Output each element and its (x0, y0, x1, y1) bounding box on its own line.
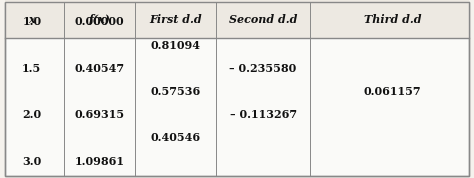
Text: 0.40546: 0.40546 (150, 132, 201, 143)
Text: x: x (28, 14, 35, 25)
Text: 0.00000: 0.00000 (75, 16, 124, 27)
Text: 3.0: 3.0 (22, 156, 41, 167)
Text: Third d.d: Third d.d (364, 14, 421, 25)
Text: f(x): f(x) (89, 14, 110, 25)
Text: Second d.d: Second d.d (229, 14, 297, 25)
Text: – 0.113267: – 0.113267 (229, 109, 297, 120)
Text: 0.40547: 0.40547 (74, 63, 125, 74)
Text: 2.0: 2.0 (22, 109, 41, 120)
Bar (5, 0, 469, 38)
Text: First d.d: First d.d (149, 14, 202, 25)
Text: 1.09861: 1.09861 (74, 156, 125, 167)
Text: 1.5: 1.5 (22, 63, 41, 74)
Text: 1.0: 1.0 (22, 16, 41, 27)
Text: 0.061157: 0.061157 (364, 86, 421, 97)
Text: – 0.235580: – 0.235580 (229, 63, 297, 74)
Text: 0.57536: 0.57536 (150, 86, 201, 97)
Text: 0.81094: 0.81094 (150, 40, 201, 51)
Text: 0.69315: 0.69315 (74, 109, 125, 120)
